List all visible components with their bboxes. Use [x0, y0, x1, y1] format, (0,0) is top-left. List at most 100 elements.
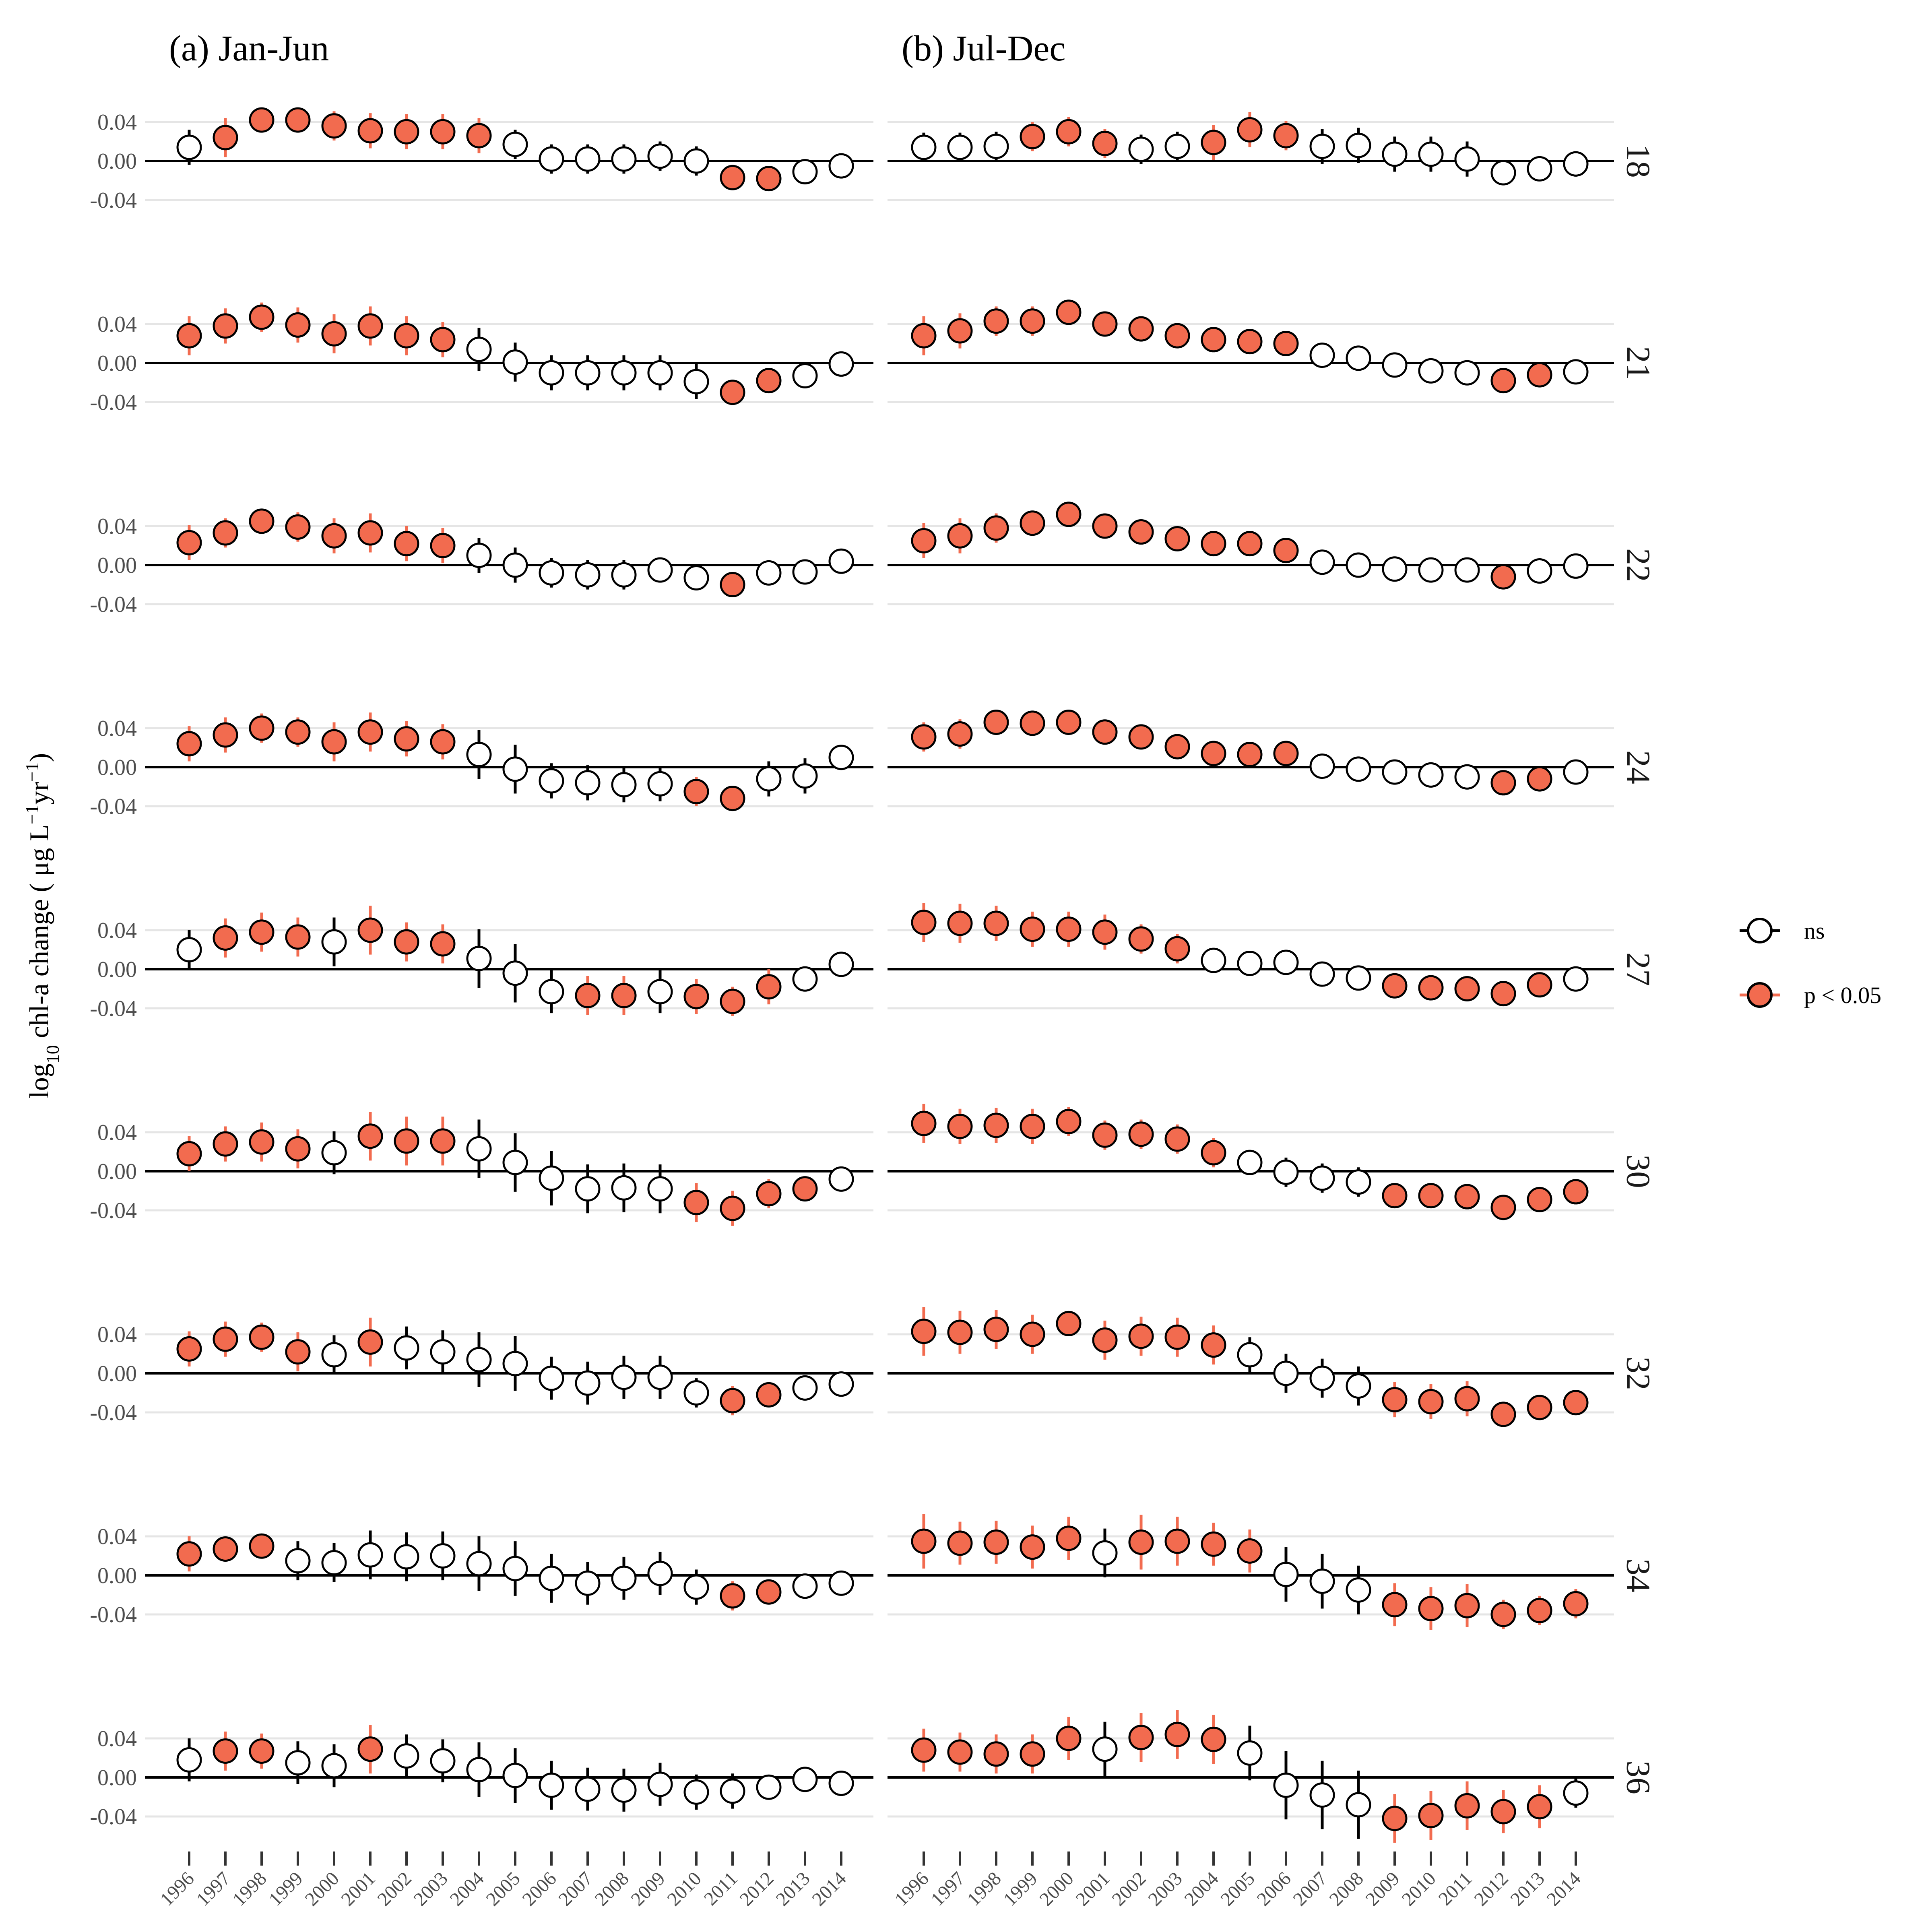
point-ns: [1346, 1792, 1371, 1818]
point-significant: [1454, 1593, 1480, 1618]
point-significant: [1527, 1794, 1552, 1820]
x-tick-label: 2008: [590, 1868, 633, 1910]
x-tick-label: 2007: [554, 1868, 597, 1910]
point-ns: [828, 351, 854, 377]
y-tick-label: 0.04: [97, 312, 137, 337]
panel-row-30: 0.04 0.00 -0.04 30: [90, 1104, 1657, 1226]
point-ns: [502, 756, 528, 782]
point-ns: [683, 148, 709, 174]
point-significant: [792, 1176, 818, 1202]
point-ns: [1346, 552, 1371, 578]
point-ns: [1454, 557, 1480, 583]
point-ns: [1201, 947, 1226, 973]
point-ns: [1454, 146, 1480, 172]
point-ns: [1346, 965, 1371, 991]
x-tick-label: 2002: [373, 1868, 415, 1910]
point-significant: [983, 1317, 1009, 1342]
point-significant: [911, 323, 937, 349]
point-significant: [285, 514, 311, 540]
point-significant: [176, 1141, 202, 1166]
point-significant: [394, 119, 419, 144]
point-ns: [1454, 360, 1480, 386]
point-ns: [1527, 156, 1552, 182]
y-tick-label: 0.00: [97, 1361, 137, 1386]
point-significant: [1164, 526, 1190, 552]
point-ns: [756, 1774, 782, 1800]
point-significant: [1273, 123, 1299, 149]
point-significant: [357, 520, 383, 546]
point-significant: [1020, 916, 1045, 942]
point-significant: [1056, 1726, 1082, 1751]
point-ns: [1382, 556, 1408, 582]
point-significant: [1092, 311, 1118, 337]
point-significant: [983, 515, 1009, 541]
point-ns: [1563, 966, 1589, 992]
point-significant: [321, 729, 347, 755]
facet-label: 30: [1620, 1154, 1657, 1188]
point-ns: [1092, 1736, 1118, 1762]
point-ns: [792, 966, 818, 992]
point-ns: [1237, 1342, 1263, 1368]
point-significant: [1527, 972, 1552, 998]
x-tick-label: 2002: [1108, 1868, 1150, 1910]
point-significant: [756, 974, 782, 1000]
point-significant: [1454, 1793, 1480, 1818]
x-tick-label: 2012: [1470, 1868, 1512, 1910]
x-tick-label: 2011: [1435, 1868, 1476, 1909]
point-ns: [1563, 553, 1589, 579]
x-tick-label: 2004: [446, 1868, 488, 1910]
point-ns: [394, 1743, 419, 1769]
x-tick-label: 2009: [1361, 1868, 1404, 1910]
point-significant: [756, 1382, 782, 1408]
point-ns: [1346, 345, 1371, 371]
point-significant: [466, 123, 492, 149]
point-significant: [1056, 502, 1082, 527]
x-tick-label: 2007: [1289, 1868, 1331, 1910]
y-tick-label: 0.04: [97, 1524, 137, 1549]
point-significant: [285, 719, 311, 745]
point-significant: [720, 989, 745, 1014]
point-significant: [1020, 124, 1045, 149]
y-tick-label: -0.04: [90, 794, 137, 819]
point-significant: [430, 729, 456, 755]
point-ns: [1309, 1782, 1335, 1808]
point-significant: [1201, 1140, 1226, 1166]
point-significant: [213, 520, 238, 546]
y-tick-label: -0.04: [90, 1400, 137, 1425]
point-significant: [1128, 1323, 1154, 1349]
point-significant: [1237, 329, 1263, 355]
x-axes: 1996199719981999200020012002200320042005…: [156, 1852, 1585, 1910]
point-significant: [1201, 1332, 1226, 1358]
point-significant: [1201, 531, 1226, 557]
point-ns: [575, 146, 601, 172]
point-significant: [1382, 1183, 1408, 1209]
point-ns: [539, 360, 564, 386]
point-ns: [1309, 961, 1335, 987]
point-ns: [611, 562, 637, 588]
x-tick-label: 1997: [192, 1868, 234, 1910]
point-ns: [1273, 1772, 1299, 1798]
point-significant: [911, 1110, 937, 1136]
point-significant: [1020, 308, 1045, 334]
point-significant: [911, 1319, 937, 1344]
y-tick-label: -0.04: [90, 1804, 137, 1829]
point-ns: [647, 771, 673, 797]
point-ns: [683, 565, 709, 591]
point-significant: [911, 910, 937, 935]
point-significant: [1128, 1121, 1154, 1147]
x-tick-label: 2010: [1397, 1868, 1440, 1910]
point-significant: [1454, 1184, 1480, 1210]
point-significant: [1273, 741, 1299, 766]
point-ns: [394, 1335, 419, 1361]
point-significant: [1527, 1187, 1552, 1212]
point-significant: [249, 508, 275, 534]
point-ns: [466, 945, 492, 971]
point-significant: [983, 308, 1009, 334]
point-significant: [213, 1738, 238, 1764]
point-ns: [756, 766, 782, 792]
point-significant: [683, 1190, 709, 1216]
point-ns: [1309, 1569, 1335, 1594]
point-ns: [502, 1351, 528, 1377]
y-tick-label: -0.04: [90, 1602, 137, 1627]
point-ns: [1237, 1150, 1263, 1175]
